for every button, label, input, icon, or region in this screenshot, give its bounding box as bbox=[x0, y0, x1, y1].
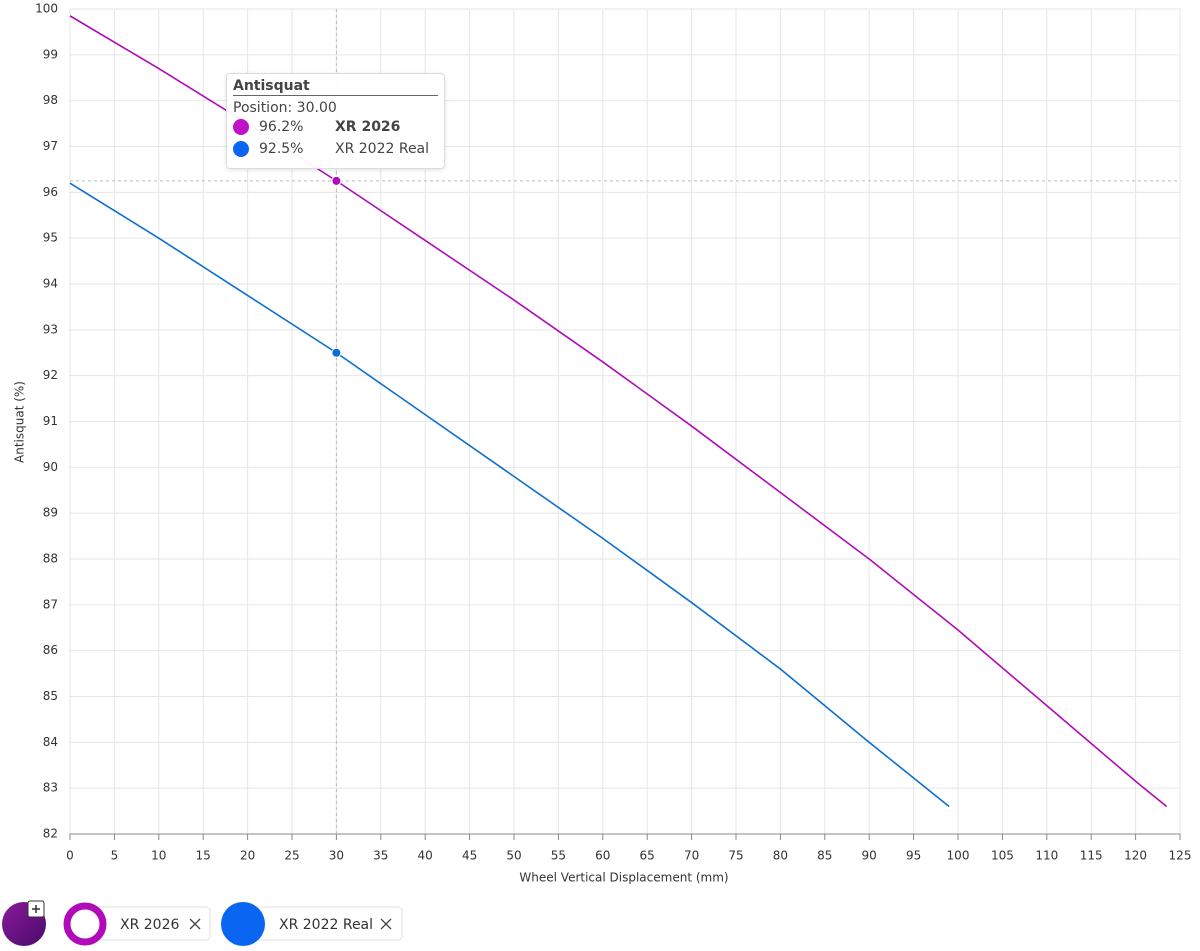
x-tick-label: 15 bbox=[196, 849, 211, 863]
y-tick-label: 91 bbox=[43, 414, 58, 428]
x-tick-label: 50 bbox=[506, 849, 521, 863]
tooltip-series: XR 2026 bbox=[335, 119, 401, 135]
y-tick-label: 86 bbox=[43, 643, 58, 657]
x-tick-label: 35 bbox=[373, 849, 388, 863]
y-tick-label: 89 bbox=[43, 506, 58, 520]
hover-point bbox=[331, 347, 342, 358]
x-tick-label: 55 bbox=[551, 849, 566, 863]
x-tick-label: 115 bbox=[1080, 849, 1103, 863]
x-tick-label: 105 bbox=[991, 849, 1014, 863]
y-tick-label: 87 bbox=[43, 597, 58, 611]
hover-point bbox=[331, 175, 342, 186]
x-tick-label: 120 bbox=[1124, 849, 1147, 863]
x-tick-label: 45 bbox=[462, 849, 477, 863]
x-tick-label: 10 bbox=[151, 849, 166, 863]
legend-swatch bbox=[63, 902, 107, 946]
x-tick-label: 90 bbox=[862, 849, 877, 863]
x-tick-label: 110 bbox=[1035, 849, 1058, 863]
legend-swatch bbox=[221, 902, 265, 946]
y-tick-label: 90 bbox=[43, 460, 58, 474]
add-button[interactable] bbox=[2, 900, 46, 946]
x-tick-label: 75 bbox=[728, 849, 743, 863]
remove-icon[interactable] bbox=[380, 918, 392, 930]
tooltip-value: 92.5% bbox=[259, 141, 304, 157]
tooltip-position: Position: 30.00 bbox=[233, 100, 337, 116]
legend-chip[interactable]: XR 2026 bbox=[63, 902, 211, 946]
x-tick-label: 85 bbox=[817, 849, 832, 863]
y-tick-label: 84 bbox=[43, 735, 58, 749]
x-tick-label: 60 bbox=[595, 849, 610, 863]
x-tick-label: 0 bbox=[66, 849, 74, 863]
x-tick-label: 65 bbox=[640, 849, 655, 863]
y-tick-label: 100 bbox=[35, 2, 58, 16]
y-tick-label: 96 bbox=[43, 185, 58, 199]
y-tick-label: 85 bbox=[43, 689, 58, 703]
y-axis-label: Antisquat (%) bbox=[13, 381, 27, 463]
x-tick-label: 70 bbox=[684, 849, 699, 863]
y-tick-label: 95 bbox=[43, 231, 58, 245]
legend-chip[interactable]: XR 2022 Real bbox=[221, 902, 403, 946]
y-tick-label: 93 bbox=[43, 322, 58, 336]
y-tick-label: 98 bbox=[43, 93, 58, 107]
x-tick-label: 20 bbox=[240, 849, 255, 863]
x-tick-label: 40 bbox=[418, 849, 433, 863]
x-tick-label: 25 bbox=[284, 849, 299, 863]
remove-icon[interactable] bbox=[189, 918, 201, 930]
tooltip-row: 92.5% XR 2022 Real bbox=[233, 138, 438, 160]
tooltip-value: 96.2% bbox=[259, 119, 304, 135]
x-tick-label: 5 bbox=[111, 849, 119, 863]
y-tick-label: 99 bbox=[43, 47, 58, 61]
y-tick-label: 88 bbox=[43, 552, 58, 566]
y-tick-label: 83 bbox=[43, 781, 58, 795]
x-tick-label: 95 bbox=[906, 849, 921, 863]
tooltip-title: Antisquat bbox=[233, 78, 438, 96]
y-tick-label: 92 bbox=[43, 368, 58, 382]
x-tick-label: 30 bbox=[329, 849, 344, 863]
legend-label: XR 2022 Real bbox=[279, 917, 373, 933]
tooltip: Antisquat Position: 30.00 96.2% XR 2026 9… bbox=[226, 73, 445, 169]
x-tick-label: 80 bbox=[773, 849, 788, 863]
y-tick-label: 82 bbox=[43, 827, 58, 841]
y-tick-label: 94 bbox=[43, 277, 58, 291]
y-tick-label: 97 bbox=[43, 139, 58, 153]
series-line bbox=[69, 182, 950, 808]
x-tick-label: 125 bbox=[1169, 849, 1192, 863]
legend-label: XR 2026 bbox=[120, 917, 179, 933]
tooltip-series: XR 2022 Real bbox=[335, 141, 430, 157]
x-tick-label: 100 bbox=[947, 849, 970, 863]
x-axis-label: Wheel Vertical Displacement (mm) bbox=[519, 871, 728, 885]
tooltip-row: 96.2% XR 2026 bbox=[233, 116, 438, 138]
